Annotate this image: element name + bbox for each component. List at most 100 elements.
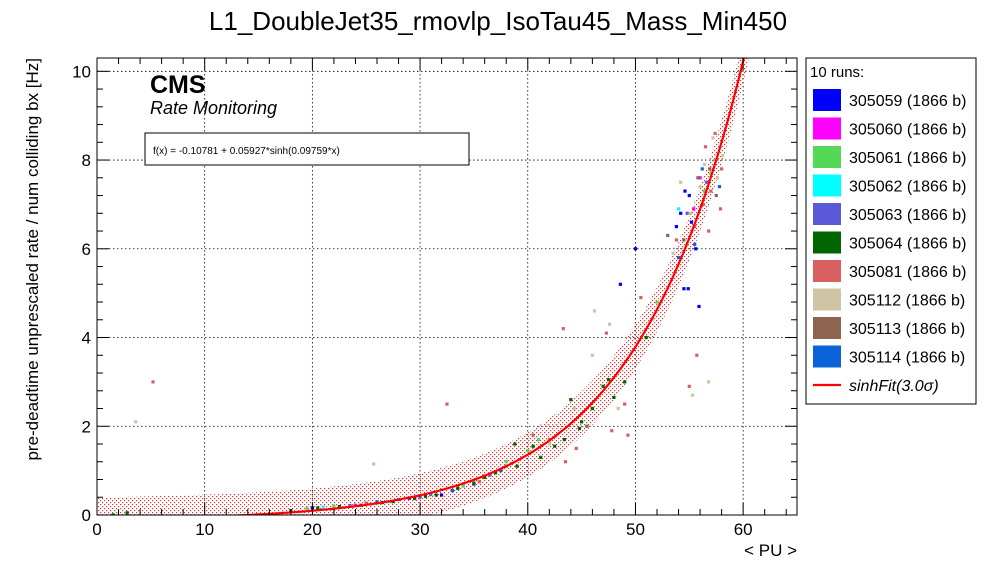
y-tick-label: 8 xyxy=(82,151,91,170)
cms-brand: CMS xyxy=(150,71,206,99)
data-point xyxy=(536,437,541,442)
data-point xyxy=(590,406,594,411)
fit-formula: f(x) = -0.10781 + 0.05927*sinh(0.09759*x… xyxy=(153,146,340,157)
legend-swatch xyxy=(813,89,841,111)
y-tick-label: 4 xyxy=(82,329,91,348)
data-point xyxy=(682,287,686,291)
legend-entry: 305064 (1866 b) xyxy=(849,236,966,253)
data-point xyxy=(644,335,648,340)
chart-title: L1_DoubleJet35_rmovlp_IsoTau45_Mass_Min4… xyxy=(209,6,787,36)
data-point xyxy=(697,304,701,309)
data-point xyxy=(561,327,565,331)
data-point xyxy=(703,145,708,149)
data-point xyxy=(694,247,698,251)
data-point xyxy=(698,176,702,180)
data-point xyxy=(708,167,712,171)
plot-frame xyxy=(96,57,798,516)
data-point xyxy=(690,393,695,397)
data-point xyxy=(618,282,622,286)
legend-title: 10 runs: xyxy=(810,64,864,81)
fit-error-band xyxy=(97,58,749,515)
legend-entry: 305112 (1866 b) xyxy=(849,293,965,310)
data-point xyxy=(531,433,535,437)
x-tick-label: 60 xyxy=(734,520,753,539)
x-tick-label: 40 xyxy=(518,520,537,539)
data-point xyxy=(689,220,694,224)
data-point xyxy=(721,154,725,158)
legend-entry: 305062 (1866 b) xyxy=(849,179,966,196)
data-point xyxy=(674,238,678,242)
data-point xyxy=(572,406,576,411)
data-point xyxy=(695,353,699,357)
data-point xyxy=(655,300,659,304)
legend-entry: 305061 (1866 b) xyxy=(849,150,966,167)
data-point xyxy=(461,484,465,488)
legend-swatch xyxy=(813,288,841,311)
x-tick-label: 10 xyxy=(195,520,214,539)
data-point xyxy=(687,193,691,198)
data-point xyxy=(720,167,724,171)
data-point xyxy=(704,180,709,184)
data-point xyxy=(125,511,129,515)
legend-entry: 305081 (1866 b) xyxy=(849,264,966,281)
data-point xyxy=(515,464,519,468)
data-point xyxy=(563,460,568,464)
data-point xyxy=(413,496,417,501)
data-point xyxy=(375,500,379,504)
y-tick-label: 2 xyxy=(82,417,91,436)
data-point xyxy=(316,506,320,510)
data-point xyxy=(445,402,449,406)
data-point xyxy=(679,180,683,184)
data-point xyxy=(499,469,503,473)
data-point xyxy=(671,251,675,255)
data-point xyxy=(666,233,670,238)
data-point xyxy=(702,189,706,193)
data-point xyxy=(553,444,557,448)
data-point xyxy=(111,513,115,515)
data-point xyxy=(616,406,620,411)
data-point xyxy=(580,420,584,424)
fit-formula-box xyxy=(144,132,470,166)
x-tick-label: 0 xyxy=(92,520,101,539)
data-point xyxy=(604,331,608,335)
data-point xyxy=(633,247,638,251)
data-point xyxy=(531,444,535,448)
legend-swatch xyxy=(813,203,841,225)
data-point xyxy=(488,473,492,477)
legend-swatch xyxy=(813,174,841,197)
data-point xyxy=(714,193,718,198)
data-point xyxy=(590,353,594,357)
legend-swatch xyxy=(813,260,841,282)
data-point xyxy=(483,475,487,479)
data-point xyxy=(332,504,336,508)
data-point xyxy=(676,207,681,211)
data-point xyxy=(372,462,376,466)
data-point xyxy=(715,176,719,180)
x-axis-label: < PU > xyxy=(744,541,797,560)
data-point xyxy=(692,207,696,211)
data-point xyxy=(574,446,578,451)
data-point xyxy=(707,229,711,233)
data-point xyxy=(713,131,717,136)
legend-entry: 305113 (1866 b) xyxy=(849,321,965,338)
data-point xyxy=(610,429,614,433)
data-point xyxy=(698,185,702,189)
data-point xyxy=(623,380,627,384)
fit-curve xyxy=(223,58,745,515)
data-point xyxy=(709,189,713,193)
data-point xyxy=(504,460,508,464)
data-point xyxy=(569,398,573,402)
data-point xyxy=(639,295,643,300)
legend-swatch xyxy=(813,146,841,168)
data-point xyxy=(626,433,630,437)
data-point xyxy=(717,185,722,189)
data-point xyxy=(513,442,517,446)
legend-fit-label: sinhFit(3.0σ) xyxy=(849,378,939,395)
legend-entry: 305063 (1866 b) xyxy=(849,207,966,224)
legend-entry: 305060 (1866 b) xyxy=(849,122,966,139)
data-point xyxy=(134,420,138,424)
data-point xyxy=(429,492,433,497)
data-point xyxy=(562,437,566,442)
